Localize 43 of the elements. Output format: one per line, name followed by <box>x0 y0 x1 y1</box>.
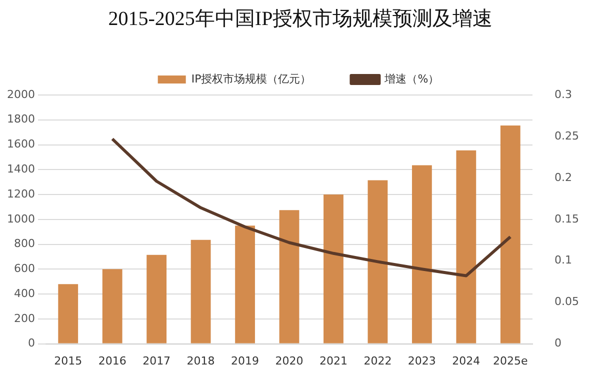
chart-title: 2015-2025年中国IP授权市场规模预测及增速 <box>107 7 494 32</box>
x-tick-label: 2019 <box>231 354 260 368</box>
bar <box>146 254 167 344</box>
x-tick-label: 2016 <box>98 354 126 368</box>
bar <box>58 284 78 344</box>
y2-tick-label: 0.2 <box>554 170 572 184</box>
y-tick-label: 2000 <box>6 88 35 101</box>
bar <box>412 165 432 344</box>
legend-label: 增速（%） <box>384 72 440 86</box>
y-tick-label: 1400 <box>6 162 35 176</box>
x-tick-label: 2021 <box>319 354 348 368</box>
y-tick-label: 1800 <box>6 112 35 126</box>
legend-label: IP授权市场规模（亿元） <box>191 72 312 86</box>
y2-tick-label: 0.3 <box>554 88 572 101</box>
y2-tick-label: 0.25 <box>554 129 580 142</box>
y-tick-label: 1200 <box>6 187 35 200</box>
bar <box>456 150 476 344</box>
y-tick-label: 1000 <box>6 212 35 226</box>
y-tick-label: 1600 <box>6 138 35 151</box>
bar <box>500 125 520 344</box>
x-tick-label: 2018 <box>186 354 215 368</box>
x-tick-label: 2015 <box>54 354 82 368</box>
x-tick-label: 2025e <box>493 354 528 368</box>
y2-tick-label: 0.1 <box>554 254 572 267</box>
y2-tick-label: 0.05 <box>554 295 580 308</box>
bar <box>235 226 255 344</box>
x-tick-label: 2020 <box>275 354 304 368</box>
bar <box>368 180 388 344</box>
y-tick-label: 0 <box>28 336 35 350</box>
y2-tick-label: 0.15 <box>554 212 580 226</box>
y2-tick-label: 0 <box>554 336 562 350</box>
x-tick-label: 2022 <box>364 354 392 368</box>
y-tick-label: 800 <box>14 237 35 250</box>
y-tick-label: 400 <box>14 286 35 300</box>
x-tick-label: 2017 <box>142 354 171 368</box>
bar <box>190 240 211 344</box>
y-tick-label: 200 <box>14 312 35 325</box>
x-tick-label: 2024 <box>452 354 480 368</box>
bar <box>324 194 344 344</box>
y-tick-label: 600 <box>14 262 35 276</box>
bar <box>102 269 122 344</box>
bar <box>279 210 300 344</box>
x-tick-label: 2023 <box>408 354 436 368</box>
